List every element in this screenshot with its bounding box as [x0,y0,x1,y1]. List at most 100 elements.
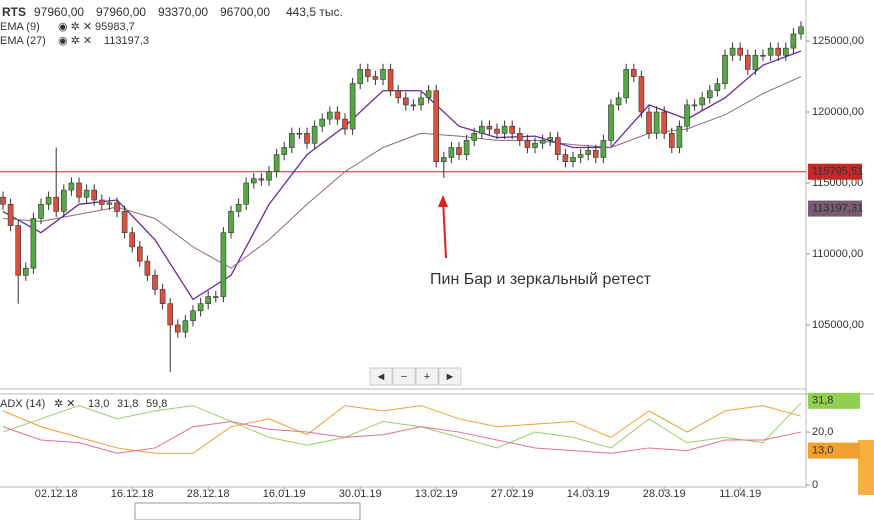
candle-body [699,97,706,106]
candle-body [220,232,227,297]
ohlc-open: 97960,00 [34,5,84,19]
legend-icons[interactable]: ✲ ✕ [54,398,76,410]
candle-body [524,140,531,148]
nav-buttons: ◄ − + ► [369,367,462,386]
legend-icons[interactable]: ◉ ✲ ✕ [58,21,92,33]
candle-body [182,320,189,333]
candle-body [562,154,569,163]
candle-body [402,97,409,106]
price-tag [808,163,862,180]
candle-body [615,97,622,106]
candle-body [76,182,82,198]
indicator-tag-label: 31,8 [812,395,833,407]
candle-body [380,69,386,80]
candle-body [661,111,668,134]
legend-name: EMA (9) [0,21,40,33]
candle-body [630,69,637,77]
x-tick-label: 16.12.18 [111,488,154,500]
candle-body [600,140,607,158]
candle-body [15,225,21,276]
symbol: RTS [2,5,26,19]
candle-body [767,47,774,56]
candle-body [349,83,356,130]
candle-body [228,211,234,233]
x-tick-label: 28.12.18 [187,488,230,500]
candle-body [433,90,440,163]
nav-button[interactable] [369,367,393,386]
candle-body [175,324,181,333]
candle-body [281,147,288,155]
candle-body [258,178,265,181]
y-tick-label: 105000,00 [812,319,864,331]
candle-body [326,111,333,120]
candle-body [364,69,371,77]
candle-body [706,90,713,99]
nav-button[interactable] [392,367,416,386]
nav-button[interactable] [438,367,462,386]
ohlc-high: 97960,00 [96,5,146,19]
candle-body [251,178,257,184]
nav-button-label[interactable]: ◄ [376,371,387,383]
candle-body [623,69,630,99]
x-tick-label: 16.01.19 [263,488,306,500]
indicator-tag-label: 13,0 [812,444,833,456]
candle-body [752,54,759,70]
candle-body [266,171,272,181]
legend-value: 113197,3 [104,35,149,47]
indicator-reading: 31,8 [117,398,138,410]
price-tag-label: 115795,51 [812,166,863,178]
candle-body [798,26,804,35]
legend-icons[interactable]: ◉ ✲ ✕ [58,35,92,47]
candle-body [448,147,455,158]
scrollbar[interactable] [134,502,361,520]
x-tick-label: 02.12.18 [35,488,78,500]
nav-button-label[interactable]: ► [445,371,456,383]
candle-body [577,154,584,158]
candle-body [676,125,683,148]
indicator-tag [808,392,860,409]
candle-body [570,157,576,163]
y-tick-label: 120000,00 [812,106,864,118]
candle-body [775,47,782,56]
candle-body [296,133,303,135]
candle-body [729,47,736,56]
x-tick-label: 13.02.19 [415,488,458,500]
arrow-head [438,195,448,207]
candle-body [144,260,151,276]
nav-button[interactable] [415,367,439,386]
candle-body [114,202,120,212]
candle-body [334,111,341,120]
candle-body [410,104,417,107]
x-tick-label: 11.04.19 [719,488,761,500]
candle-body [585,150,592,155]
candle-body [205,296,211,304]
indicator-name: ADX (14) [0,398,45,410]
candle-body [668,133,675,148]
candle-body [494,128,500,134]
candle-body [456,147,462,155]
nav-button-label[interactable]: + [424,371,430,383]
candle-body [509,125,516,134]
legend-value: 95983,7 [95,21,135,33]
indicator-reading: 13,0 [88,398,109,410]
candle-body [106,202,113,205]
candle-body [425,90,432,99]
candle-body [311,125,318,144]
candle-body [273,154,280,172]
nav-button-label[interactable]: − [401,371,407,383]
side-tab[interactable] [858,440,874,495]
x-tick-label: 27.02.19 [491,488,534,500]
candle-body [760,54,766,57]
candle-body [319,118,326,127]
candle-body [30,218,37,269]
candle-body [722,54,728,84]
candle-body [471,133,478,141]
candle-body [22,267,29,276]
candle-body [387,69,394,92]
candle-body [0,196,6,205]
candle-body [91,189,97,201]
candle-body [486,125,493,130]
candle-body [372,76,379,80]
candle-body [45,196,52,205]
